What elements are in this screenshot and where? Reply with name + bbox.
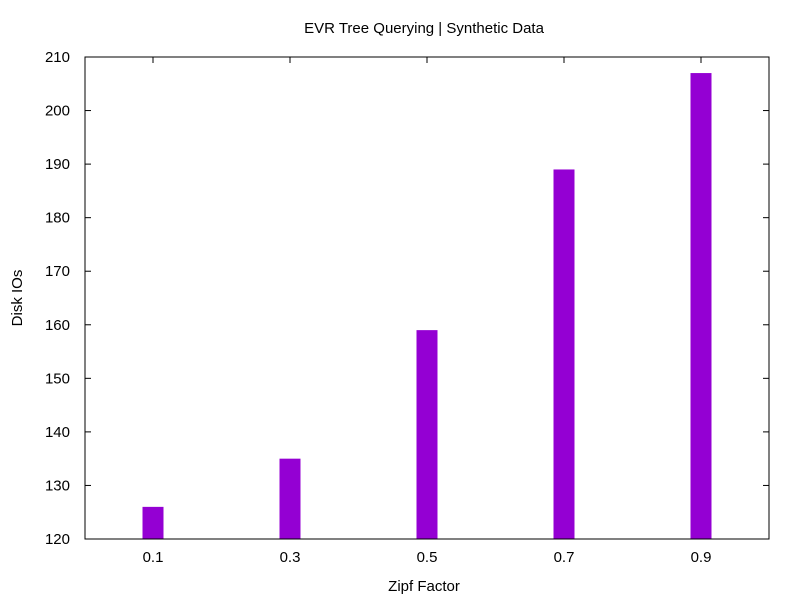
bar-0-5 bbox=[416, 330, 438, 539]
bar-series bbox=[142, 73, 712, 540]
y-tick-label: 120 bbox=[45, 531, 70, 548]
y-tick-label: 130 bbox=[45, 477, 70, 494]
y-tick-label: 170 bbox=[45, 263, 70, 280]
y-tick-label: 150 bbox=[45, 370, 70, 387]
y-tick-label: 180 bbox=[45, 210, 70, 227]
x-axis-label: Zipf Factor bbox=[388, 578, 460, 595]
x-tick-label: 0.1 bbox=[143, 549, 164, 566]
bar-0-7 bbox=[553, 169, 575, 539]
bar-0-9 bbox=[690, 73, 712, 540]
y-tick-labels: 120 130 140 150 160 170 180 190 200 210 bbox=[45, 49, 70, 548]
y-tick-label: 190 bbox=[45, 156, 70, 173]
y-tick-label: 160 bbox=[45, 317, 70, 334]
chart-title: EVR Tree Querying | Synthetic Data bbox=[304, 20, 544, 37]
x-tick-label: 0.5 bbox=[417, 549, 438, 566]
y-tick-label: 200 bbox=[45, 103, 70, 120]
y-tick-label: 210 bbox=[45, 49, 70, 66]
bar-0-1 bbox=[142, 506, 164, 539]
y-axis-label: Disk IOs bbox=[9, 270, 26, 327]
x-tick-labels: 0.1 0.3 0.5 0.7 0.9 bbox=[143, 549, 712, 566]
x-tick-label: 0.9 bbox=[691, 549, 712, 566]
x-tick-label: 0.3 bbox=[280, 549, 301, 566]
x-tick-label: 0.7 bbox=[554, 549, 575, 566]
bar-0-3 bbox=[279, 458, 301, 539]
plot-frame bbox=[84, 56, 770, 540]
y-tick-label: 140 bbox=[45, 424, 70, 441]
